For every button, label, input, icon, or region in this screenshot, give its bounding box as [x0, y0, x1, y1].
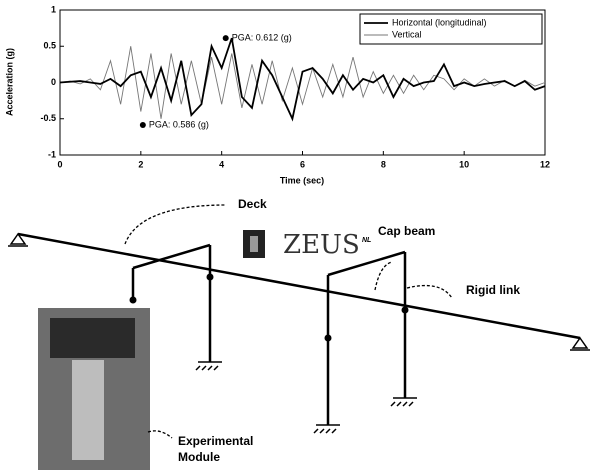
series-line — [60, 46, 545, 119]
deck-label: Deck — [238, 197, 267, 211]
logo-sup: NL — [362, 237, 371, 244]
legend-label: Vertical — [392, 29, 422, 39]
photo-detail — [50, 318, 135, 358]
x-tick-label: 0 — [57, 159, 62, 169]
x-tick-label: 12 — [540, 159, 550, 169]
series-line — [60, 38, 545, 119]
module-label: Experimental — [178, 434, 253, 448]
annotation-label: PGA: 0.586 (g) — [149, 119, 209, 129]
photo-detail — [72, 360, 104, 460]
y-tick-label: 0 — [51, 77, 56, 87]
y-axis-label: Acceleration (g) — [4, 48, 14, 116]
joints — [130, 274, 409, 342]
x-tick-label: 6 — [300, 159, 305, 169]
y-tick-label: -1 — [48, 149, 56, 159]
annotation-point — [140, 122, 146, 128]
y-tick-label: -0.5 — [40, 113, 56, 123]
chart: Acceleration (g) Time (sec) -1-0.500.510… — [0, 0, 595, 190]
logo: ZEUS — [283, 230, 360, 260]
rigid-link-label: Rigid link — [466, 283, 520, 297]
x-tick-label: 2 — [138, 159, 143, 169]
x-axis-label: Time (sec) — [280, 175, 324, 185]
cap-beam-label: Cap beam — [378, 224, 435, 238]
annotation-label: PGA: 0.612 (g) — [232, 33, 292, 43]
x-tick-label: 8 — [381, 159, 386, 169]
x-tick-label: 10 — [459, 159, 469, 169]
y-tick-label: 0.5 — [43, 41, 56, 51]
page: {"chart_data": {"type": "line", "xlabel"… — [0, 0, 595, 475]
legend-label: Horizontal (longitudinal) — [392, 17, 487, 27]
x-tick-label: 4 — [219, 159, 224, 169]
y-tick-label: 1 — [51, 4, 56, 14]
bridge-diagram: ZEUS NL Deck Cap beam Rigid link Experim… — [0, 190, 595, 475]
module-label: Module — [178, 450, 220, 464]
logo-icon — [250, 236, 258, 252]
annotation-point — [223, 35, 229, 41]
